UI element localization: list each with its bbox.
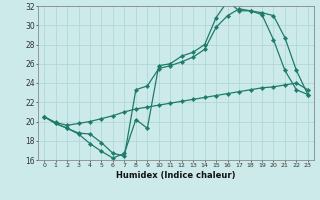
X-axis label: Humidex (Indice chaleur): Humidex (Indice chaleur) bbox=[116, 171, 236, 180]
